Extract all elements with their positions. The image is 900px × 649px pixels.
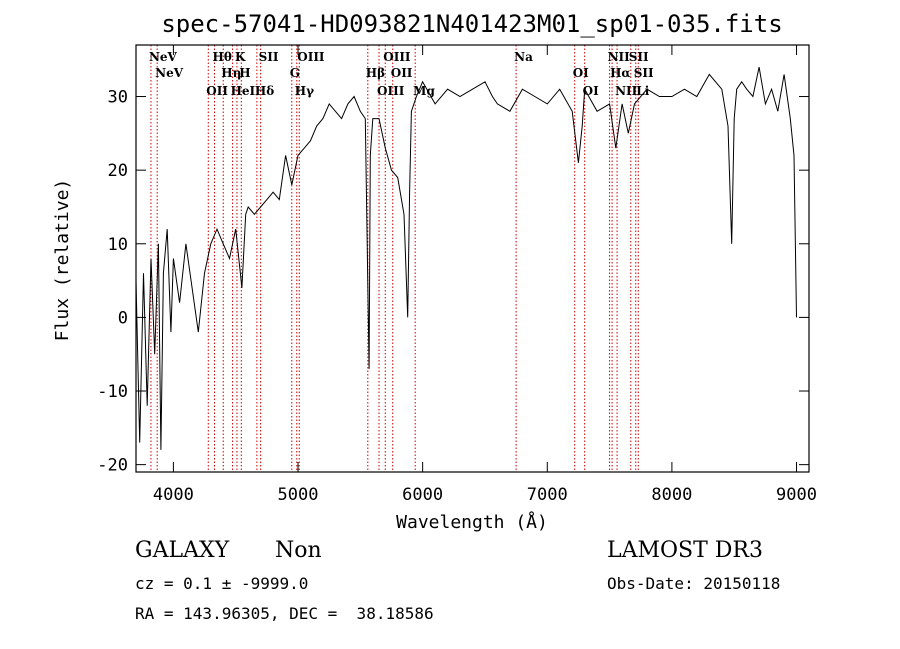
x-tick-label: 8000 (651, 485, 692, 505)
marker-label: Hθ (213, 50, 232, 64)
marker-label: OIII (383, 50, 411, 64)
marker-label: OIII (377, 84, 405, 98)
marker-label: SII (634, 66, 654, 80)
plot-frame (135, 44, 810, 473)
redshift-readout: cz = 0.1 ± -9999.0 (135, 574, 309, 593)
y-tick-label: 10 (108, 235, 128, 255)
x-tick-label: 6000 (402, 485, 443, 505)
axis-ticks: 4000 5000 6000 7000 8000 9000 -20 -10 0 10 20 30 (97, 45, 817, 505)
marker-label: Na (514, 50, 533, 64)
marker-label: H (239, 66, 250, 80)
marker-label: HeI (231, 84, 256, 98)
object-subclass: Non (275, 538, 322, 563)
x-tick-label: 9000 (776, 485, 817, 505)
flux-series-line (135, 66, 797, 450)
x-tick-label: 5000 (278, 485, 319, 505)
marker-label: K (235, 50, 246, 64)
marker-label: NeV (155, 66, 184, 80)
x-axis-label: Wavelength (Å) (396, 511, 548, 533)
marker-label: SII (259, 50, 279, 64)
survey-name: LAMOST DR3 (607, 538, 763, 563)
marker-label: OII (391, 66, 413, 80)
y-tick-label: 30 (108, 88, 128, 108)
object-class: GALAXY (135, 538, 230, 563)
marker-label: OIII (297, 50, 325, 64)
marker-label: OII (206, 84, 228, 98)
marker-label: Hα (610, 66, 631, 80)
marker-label: Hγ (295, 84, 314, 98)
marker-label: SII (629, 50, 649, 64)
x-tick-label: 7000 (527, 485, 568, 505)
x-tick-label: 4000 (153, 485, 194, 505)
marker-label: Li (636, 84, 649, 98)
y-tick-label: 0 (118, 308, 128, 328)
y-tick-label: -20 (97, 456, 128, 476)
spectral-line-labels: NeV NeV OII Hθ Hη HeI KH Hδ SII G Hγ OIII Hβ OIII OIII… (149, 50, 654, 98)
marker-label: NeV (149, 50, 178, 64)
marker-label: NII (608, 50, 631, 64)
spectral-line-markers (150, 45, 639, 472)
chart-title: spec-57041-HD093821N401423M01_sp01-035.f… (161, 10, 782, 38)
y-tick-label: 20 (108, 161, 128, 181)
marker-label: G (290, 66, 300, 80)
marker-label: Hβ (366, 66, 385, 80)
marker-label: Hη (221, 66, 241, 80)
marker-label: Hδ (255, 84, 274, 98)
observation-date: Obs-Date: 20150118 (607, 574, 781, 593)
y-axis-label: Flux (relative) (52, 179, 73, 342)
marker-label: OI (573, 66, 589, 80)
coordinates-readout: RA = 143.96305, DEC = 38.18586 (135, 604, 434, 623)
marker-label: OI (583, 84, 599, 98)
marker-label: NII (615, 84, 638, 98)
y-tick-label: -10 (97, 382, 128, 402)
